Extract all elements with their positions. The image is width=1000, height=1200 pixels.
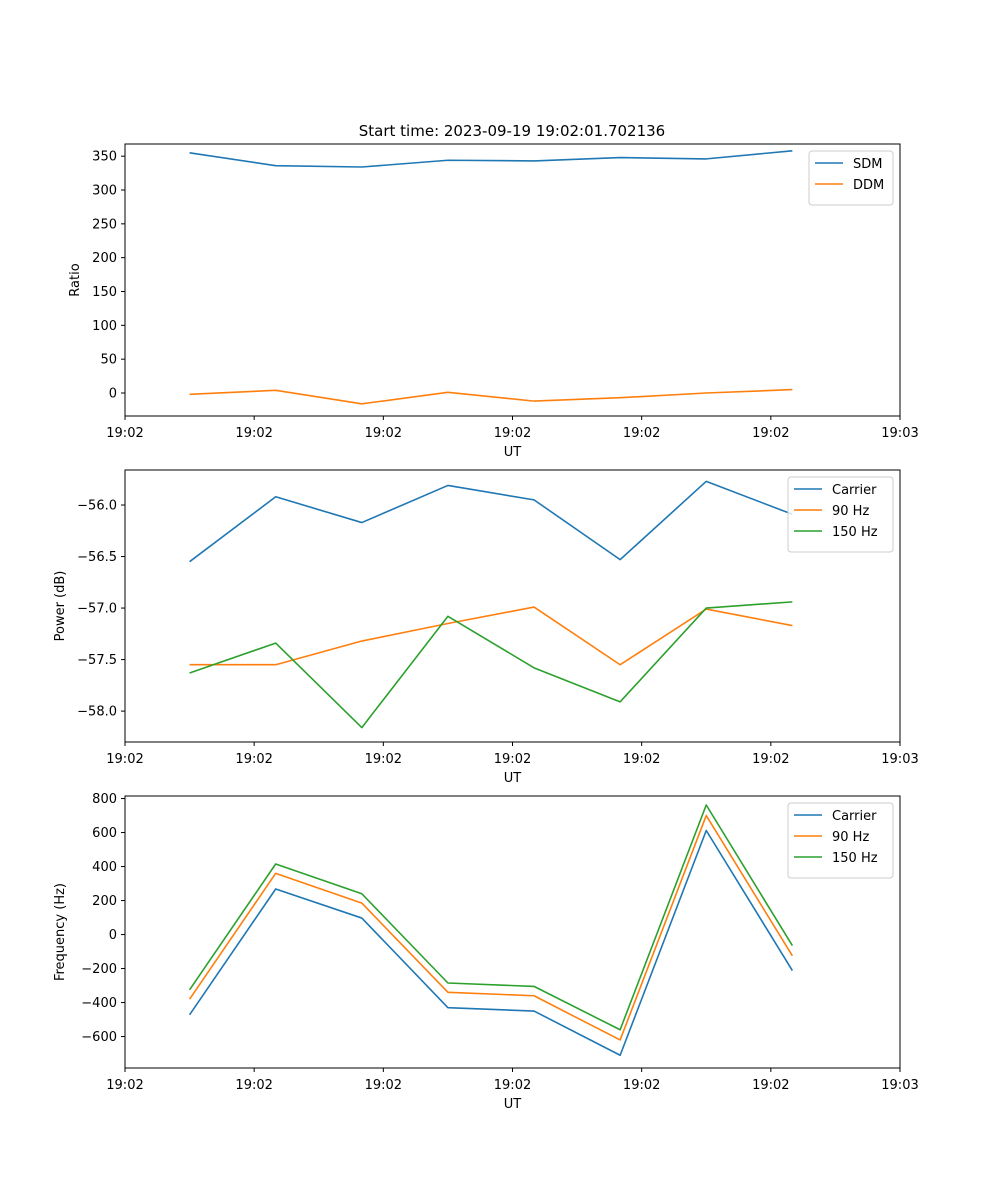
x-tick-label: 19:02	[752, 1078, 789, 1093]
legend-label: 90 Hz	[832, 504, 869, 519]
y-tick-label: −56.0	[77, 499, 117, 514]
x-tick-label: 19:02	[235, 752, 272, 767]
chart-panel-2: 19:02 19:02 19:02 19:02 19:02 19:02 19:03 −58.0…	[53, 469, 919, 786]
x-tick-label: 19:02	[752, 752, 789, 767]
y-tick-label: −600	[81, 1030, 117, 1045]
x-axis-label: UT	[504, 771, 522, 786]
x-tick-label: 19:02	[365, 1078, 402, 1093]
legend-box	[787, 802, 894, 879]
legend-label: 150 Hz	[832, 851, 878, 866]
y-tick-label: 300	[92, 184, 117, 199]
legend-label: 90 Hz	[832, 830, 869, 845]
series-line-carrier	[188, 829, 794, 1057]
x-tick-label: 19:02	[365, 752, 402, 767]
x-tick-label: 19:02	[623, 1078, 660, 1093]
x-tick-label: 19:02	[494, 752, 531, 767]
x-tick-label: 19:02	[365, 426, 402, 441]
series-line-150-hz	[189, 601, 793, 729]
axes-frame	[124, 143, 901, 417]
y-tick-label: −56.5	[77, 550, 117, 565]
series-line-ddm	[189, 388, 793, 405]
series-line-sdm	[189, 149, 793, 168]
y-tick-label: 250	[92, 217, 117, 232]
x-tick-label: 19:02	[623, 426, 660, 441]
charts-container: 19:02 19:02 19:02 19:02 19:02 19:02 19:03 0 50 10…	[53, 143, 919, 1112]
x-tick-label: 19:03	[881, 752, 918, 767]
legend: Carrier 90 Hz 150 Hz	[787, 476, 894, 553]
series-line-carrier	[189, 480, 793, 563]
y-tick-label: 200	[92, 894, 117, 909]
x-axis-label: UT	[504, 445, 522, 460]
figure-title: Start time: 2023-09-19 19:02:01.702136	[359, 122, 665, 140]
x-tick-label: 19:02	[106, 1078, 143, 1093]
y-tick-label: 800	[92, 792, 117, 807]
y-tick-label: 150	[92, 285, 117, 300]
y-tick-label: 0	[109, 386, 117, 401]
x-tick-label: 19:02	[235, 426, 272, 441]
y-tick-label: −57.0	[77, 602, 117, 617]
chart-panel-1: 19:02 19:02 19:02 19:02 19:02 19:02 19:03 0 50 10…	[68, 143, 919, 460]
legend: Carrier 90 Hz 150 Hz	[787, 802, 894, 879]
chart-panel-3: 19:02 19:02 19:02 19:02 19:02 19:02 19:03 −600 −…	[53, 792, 919, 1112]
y-tick-label: −400	[81, 996, 117, 1011]
x-tick-label: 19:03	[881, 426, 918, 441]
y-tick-label: −200	[81, 962, 117, 977]
legend-label: Carrier	[832, 809, 877, 824]
y-tick-label: 400	[92, 860, 117, 875]
y-tick-label: −57.5	[77, 653, 117, 668]
y-tick-label: 0	[109, 928, 117, 943]
series-line-90-hz	[188, 814, 794, 1041]
x-tick-label: 19:03	[881, 1078, 918, 1093]
y-axis-label: Ratio	[68, 263, 83, 296]
legend-box	[787, 476, 894, 553]
x-tick-label: 19:02	[494, 1078, 531, 1093]
legend-label: Carrier	[832, 483, 877, 498]
y-tick-label: 100	[92, 319, 117, 334]
x-tick-label: 19:02	[235, 1078, 272, 1093]
y-tick-label: 200	[92, 251, 117, 266]
y-tick-label: −58.0	[77, 705, 117, 720]
series-line-90-hz	[189, 606, 793, 666]
y-tick-label: 350	[92, 150, 117, 165]
y-axis-label: Frequency (Hz)	[53, 883, 68, 981]
series-line-150-hz	[188, 804, 794, 1031]
x-axis-label: UT	[504, 1097, 522, 1112]
legend: SDM DDM	[808, 150, 894, 206]
legend-box	[808, 150, 894, 206]
legend-label: DDM	[853, 178, 884, 193]
x-tick-label: 19:02	[106, 752, 143, 767]
y-tick-label: 600	[92, 826, 117, 841]
legend-label: 150 Hz	[832, 525, 878, 540]
y-axis-label: Power (dB)	[53, 571, 68, 642]
x-tick-label: 19:02	[623, 752, 660, 767]
x-tick-label: 19:02	[494, 426, 531, 441]
x-tick-label: 19:02	[106, 426, 143, 441]
legend-label: SDM	[853, 157, 882, 172]
x-tick-label: 19:02	[752, 426, 789, 441]
y-tick-label: 50	[100, 353, 117, 368]
